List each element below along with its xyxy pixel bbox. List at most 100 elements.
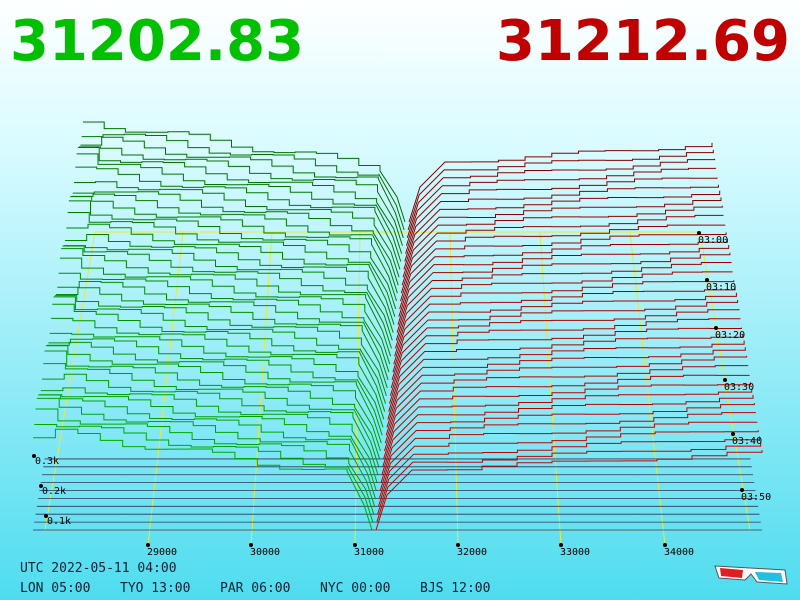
ask-depth-line [400, 224, 726, 302]
bid-depth-line [53, 296, 387, 404]
ask-depth-line [384, 365, 749, 444]
ask-depth-line [378, 421, 758, 499]
x-tick-label: 34000 [664, 547, 694, 558]
ask-depth-line [394, 280, 735, 357]
ask-depth-line [389, 327, 742, 404]
bid-depth-line [65, 234, 394, 333]
3d-glasses-icon [714, 565, 788, 585]
bid-depth-line [75, 166, 401, 270]
bid-depth-line [57, 281, 389, 381]
ask-depth-line [394, 271, 733, 349]
bid-depth-line [41, 373, 379, 475]
bid-depth-line [47, 341, 382, 444]
bid-depth-line [44, 350, 381, 460]
clock-label: NYC 00:00 [320, 581, 390, 596]
ask-depth-line [402, 197, 722, 278]
tick-dot [249, 543, 253, 547]
tick-dot [353, 543, 357, 547]
bid-depth-line [34, 423, 374, 523]
ask-depth-line [396, 252, 731, 333]
ask-depth-line [400, 214, 724, 294]
bid-depth-line [48, 338, 383, 436]
bid-depth-line [59, 257, 391, 365]
tick-dot [697, 231, 701, 235]
x-tick-label: 31000 [354, 547, 384, 558]
ask-depth-line [401, 205, 723, 286]
bid-depth-line [39, 394, 377, 491]
bid-depth-line [79, 146, 403, 246]
bid-depth-line [38, 394, 376, 499]
ask-depth-line [383, 374, 750, 452]
bid-depth-line [70, 196, 398, 302]
grid-line [539, 231, 562, 546]
ask-depth-line [391, 300, 739, 381]
grid-line [250, 231, 273, 546]
ask-depth-line [383, 382, 751, 460]
bid-depth-line [50, 317, 385, 420]
bid-depth-line [33, 428, 373, 531]
bid-depth-line [45, 345, 381, 452]
ask-depth-line [403, 190, 721, 270]
bid-price: 31202.83 [10, 9, 304, 74]
time-tick-label: 03:50 [741, 492, 771, 503]
bid-depth-line [36, 397, 376, 507]
grid-line [147, 231, 184, 546]
axis-labels: 29000 30000 31000 32000 33000 34000 0.3k 0.2k 0.… [32, 231, 771, 558]
world-clocks: LON 05:00 TYO 13:00 PAR 06:00 NYC 00:00 BJS … [20, 581, 490, 596]
ask-depth-line [399, 232, 727, 310]
time-tick-label: 03:40 [732, 436, 762, 447]
ask-depth-line [397, 245, 730, 325]
bid-depth-line [43, 363, 380, 467]
ask-depth-line [387, 340, 745, 420]
bid-depth-line [74, 181, 400, 278]
grid-line [449, 231, 459, 546]
time-tick-label: 03:20 [715, 330, 745, 341]
bid-depth-line [61, 248, 392, 357]
ask-depth-line [377, 436, 760, 515]
bid-depth-line [56, 287, 388, 388]
bid-depth-line [52, 303, 386, 412]
bid-depth-line [58, 272, 390, 373]
x-tick-label: 29000 [147, 547, 177, 558]
tick-dot [146, 543, 150, 547]
bid-depth-line [68, 200, 397, 310]
ask-depth-line [376, 442, 762, 523]
ask-depth-line [386, 347, 746, 428]
depth-tick-label: 0.3k [35, 456, 59, 467]
ask-depth-line [405, 167, 717, 246]
ask-depth-line [378, 430, 759, 507]
tick-dot [456, 543, 460, 547]
bid-depth-line [71, 193, 398, 294]
depth-tick-label: 0.1k [47, 516, 71, 527]
x-tick-label: 33000 [560, 547, 590, 558]
bid-depth-line [49, 332, 384, 428]
clock-label: LON 05:00 [20, 581, 90, 596]
ask-depth-line [395, 262, 732, 341]
tick-dot [723, 378, 727, 382]
ask-depth-line [380, 403, 755, 483]
time-tick-label: 03:30 [724, 382, 754, 393]
ask-depth-line [388, 334, 744, 412]
bid-depth-line [72, 191, 399, 286]
ask-depth-line [379, 412, 757, 491]
ask-depth-line [407, 149, 714, 231]
ask-depth-line [390, 309, 740, 388]
tick-dot [44, 514, 48, 518]
x-tick-label: 32000 [457, 547, 487, 558]
grid-line [354, 231, 361, 546]
ask-depth-line [382, 388, 753, 467]
tick-dot [705, 278, 709, 282]
tick-dot [714, 326, 718, 330]
depth-tick-label: 0.2k [42, 486, 66, 497]
tick-dot [731, 432, 735, 436]
ask-depth-line [375, 450, 763, 531]
ask-depth-line [406, 158, 716, 238]
ask-depth-line [405, 177, 718, 254]
ask-depth-line [404, 184, 719, 262]
bid-depth-line [67, 211, 396, 317]
clock-label: TYO 13:00 [120, 581, 190, 596]
clock-label: BJS 12:00 [420, 581, 490, 596]
ask-depth-line [389, 318, 741, 396]
